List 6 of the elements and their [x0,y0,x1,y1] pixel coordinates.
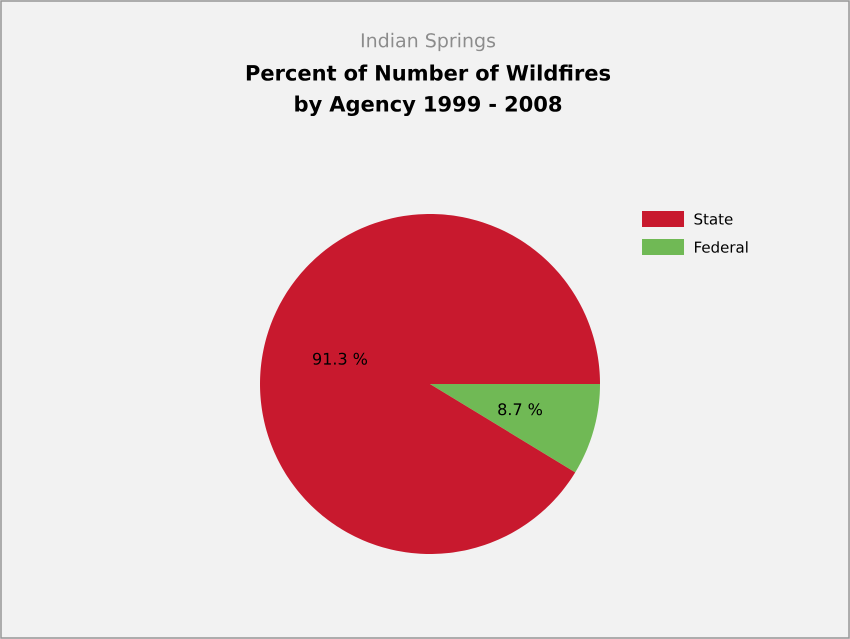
legend-label: Federal [695,241,748,253]
chart-title: Percent of Number of Wildfires by Agency 1999 - 2008 [246,64,610,116]
data-label: 91.3 % [313,352,368,365]
chart-subtitle: Indian Springs [362,32,496,52]
data-label: 8.7 % [498,403,542,416]
legend-label: State [694,213,732,225]
